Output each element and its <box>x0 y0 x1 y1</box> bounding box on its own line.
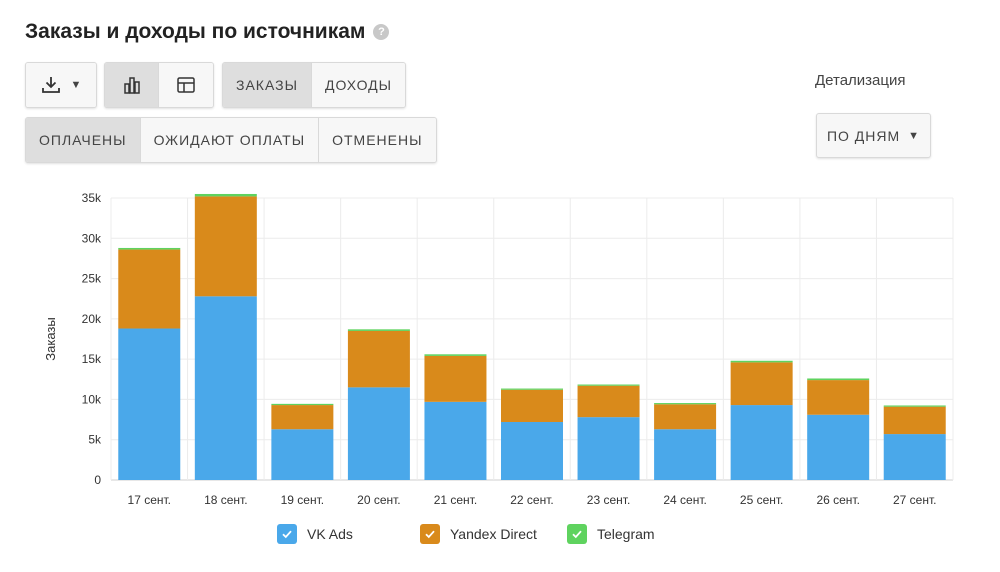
legend-label: VK Ads <box>307 526 353 542</box>
bar-segment[interactable] <box>883 405 946 407</box>
bar-segment[interactable] <box>807 380 870 415</box>
chevron-down-icon: ▼ <box>908 129 921 142</box>
metric-tabs: ЗАКАЗЫ ДОХОДЫ <box>222 62 407 108</box>
bar-segment[interactable] <box>347 387 410 480</box>
bar-segment[interactable] <box>730 362 793 406</box>
detail-label: Детализация <box>815 72 906 89</box>
x-tick-label: 21 сент. <box>434 493 477 507</box>
table-view-button[interactable] <box>159 63 213 107</box>
title-row: Заказы и доходы по источникам ? <box>25 20 390 44</box>
download-button[interactable]: ▼ <box>26 63 96 107</box>
legend-item-vk[interactable]: VK Ads <box>277 524 353 544</box>
bar-segment[interactable] <box>118 249 181 329</box>
y-tick-label: 10k <box>82 392 102 406</box>
bar-segment[interactable] <box>730 360 793 363</box>
download-icon <box>41 77 60 93</box>
bar-segment[interactable] <box>271 403 334 406</box>
bar-segment[interactable] <box>194 296 257 480</box>
bar-segment[interactable] <box>424 354 487 356</box>
legend-label: Telegram <box>597 526 655 542</box>
bar-segment[interactable] <box>424 355 487 402</box>
bar-segment[interactable] <box>501 388 563 390</box>
bar-segment[interactable] <box>271 405 334 430</box>
tab-income[interactable]: ДОХОДЫ <box>311 63 406 107</box>
bar-segment[interactable] <box>271 429 334 480</box>
bar-segment[interactable] <box>577 417 640 480</box>
bar-segment[interactable] <box>654 403 717 405</box>
x-tick-label: 25 сент. <box>740 493 783 507</box>
x-tick-label: 24 сент. <box>663 493 706 507</box>
bar-segment[interactable] <box>118 328 181 480</box>
x-tick-label: 17 сент. <box>128 493 171 507</box>
x-tick-label: 20 сент. <box>357 493 400 507</box>
legend-label: Yandex Direct <box>450 526 537 542</box>
x-tick-label: 23 сент. <box>587 493 630 507</box>
page-title: Заказы и доходы по источникам <box>25 20 366 43</box>
detail-select-value: ПО ДНЯМ <box>826 127 901 144</box>
bar-segment[interactable] <box>194 193 257 197</box>
tab-orders[interactable]: ЗАКАЗЫ <box>223 63 312 107</box>
y-tick-label: 35k <box>82 191 102 205</box>
bar-segment[interactable] <box>424 401 487 480</box>
legend-item-yandex[interactable]: Yandex Direct <box>420 524 537 544</box>
bar-segment[interactable] <box>347 330 410 388</box>
download-group: ▼ <box>25 62 97 108</box>
orders-chart: 0 5k 10k 15k 20k 25k 30k 35k 17 сент. 18 сент. 19 … <box>43 191 954 507</box>
table-icon <box>177 77 195 93</box>
checkbox-icon <box>277 524 297 544</box>
y-tick-label: 30k <box>82 231 102 245</box>
x-tick-label: 19 сент. <box>281 493 324 507</box>
checkbox-icon <box>420 524 440 544</box>
bar-segment[interactable] <box>577 385 640 418</box>
bar-segment[interactable] <box>654 404 717 430</box>
bar-chart-icon <box>123 77 140 94</box>
bar-segment[interactable] <box>501 389 563 422</box>
filter-awaiting-payment[interactable]: ОЖИДАЮТ ОПЛАТЫ <box>140 118 320 162</box>
y-tick-label: 0 <box>94 473 101 487</box>
bar-segment[interactable] <box>194 196 257 297</box>
x-tick-label: 18 сент. <box>204 493 247 507</box>
y-tick-label: 25k <box>82 272 102 286</box>
y-tick-label: 15k <box>82 352 102 366</box>
y-tick-label: 20k <box>82 312 102 326</box>
filter-paid[interactable]: ОПЛАЧЕНЫ <box>26 118 141 162</box>
bar-segment[interactable] <box>347 329 410 331</box>
view-toggle <box>104 62 214 108</box>
help-icon[interactable]: ? <box>373 24 390 40</box>
detail-select[interactable]: ПО ДНЯМ ▼ <box>816 113 931 158</box>
bar-segment[interactable] <box>730 405 793 480</box>
bar-segment[interactable] <box>883 434 946 480</box>
bar-segment[interactable] <box>501 421 563 480</box>
legend-item-telegram[interactable]: Telegram <box>567 524 655 544</box>
bar-segment[interactable] <box>807 414 870 480</box>
bar-segment[interactable] <box>883 406 946 435</box>
checkbox-icon <box>567 524 587 544</box>
chevron-down-icon: ▼ <box>70 79 83 91</box>
y-axis-label: Заказы <box>43 317 58 360</box>
bar-segment[interactable] <box>577 384 640 386</box>
bar-segment[interactable] <box>807 378 870 381</box>
status-filters: ОПЛАЧЕНЫ ОЖИДАЮТ ОПЛАТЫ ОТМЕНЕНЫ <box>25 117 437 163</box>
bar-segment[interactable] <box>654 429 717 480</box>
y-tick-label: 5k <box>88 433 102 447</box>
x-tick-label: 26 сент. <box>816 493 859 507</box>
x-tick-label: 27 сент. <box>893 493 936 507</box>
chart-view-button[interactable] <box>105 63 159 107</box>
bar-segment[interactable] <box>118 247 181 250</box>
filter-cancelled[interactable]: ОТМЕНЕНЫ <box>319 118 436 162</box>
x-tick-label: 22 сент. <box>510 493 553 507</box>
